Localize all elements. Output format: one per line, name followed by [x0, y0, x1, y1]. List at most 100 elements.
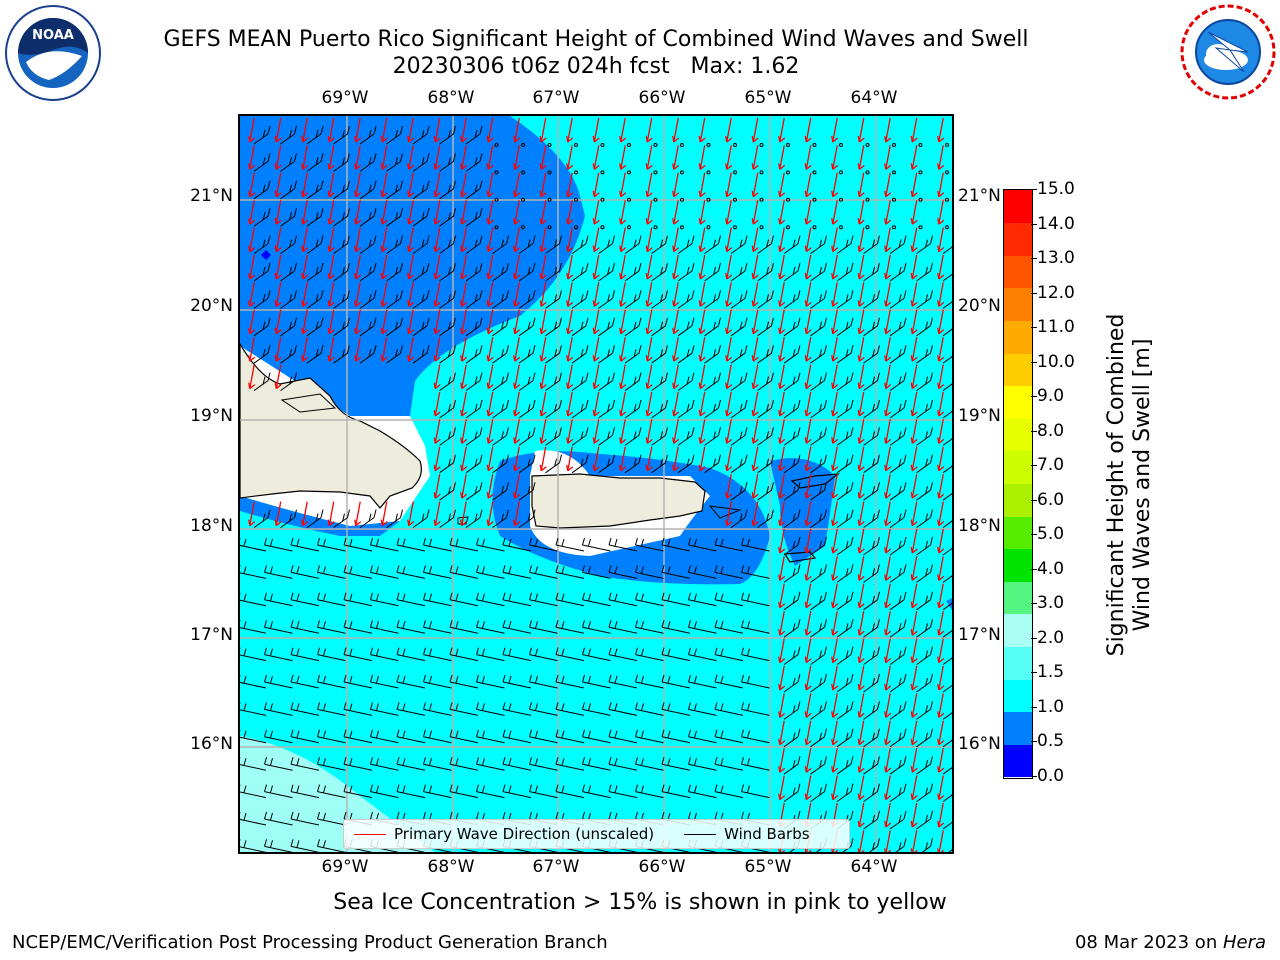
wave-direction-arrow	[645, 446, 653, 472]
wind-barb	[810, 399, 827, 419]
colorbar-tick-label: 10.0	[1031, 351, 1075, 372]
wave-direction-arrow	[327, 172, 335, 198]
wave-direction-arrow	[857, 282, 865, 307]
wind-barb	[677, 317, 695, 337]
wave-direction-arrow	[804, 227, 812, 253]
wind-barb	[598, 317, 615, 337]
wave-direction-arrow	[751, 172, 759, 198]
wave-direction-arrow	[645, 145, 653, 170]
wind-barb	[741, 757, 770, 771]
colorbar-tick-label: 1.5	[1030, 662, 1065, 683]
wind-barb	[810, 701, 827, 720]
wave-direction-arrow	[884, 474, 892, 499]
wind-barb	[757, 290, 774, 309]
wind-barb	[608, 784, 638, 799]
wind-barb	[359, 208, 377, 227]
wind-barb	[253, 290, 271, 309]
wind-barb	[359, 262, 377, 282]
wind-barb	[651, 372, 668, 392]
wave-direction-arrow	[619, 309, 627, 335]
nws-logo	[1178, 2, 1278, 106]
wind-barb	[836, 783, 854, 803]
wave-direction-arrow	[778, 748, 786, 773]
wave-direction-arrow	[672, 145, 680, 170]
wind-barb	[547, 143, 552, 147]
wave-direction-arrow	[248, 145, 256, 170]
wind-barb	[518, 482, 536, 501]
wave-direction-arrow	[513, 474, 521, 499]
wave-direction-arrow	[884, 446, 892, 472]
lat-label-left: 19°N	[190, 406, 233, 426]
wave-direction-arrow	[380, 337, 388, 362]
wave-direction-arrow	[566, 364, 574, 390]
wind-barb	[945, 197, 950, 202]
wind-barb	[359, 345, 377, 364]
wind-barb	[598, 372, 615, 392]
wave-direction-arrow	[831, 391, 839, 417]
wind-barb	[783, 372, 801, 392]
wave-direction-arrow	[751, 200, 759, 225]
wave-direction-arrow	[301, 337, 309, 362]
wind-barb	[863, 701, 880, 720]
wind-barb	[704, 235, 721, 255]
wind-barb	[810, 427, 827, 446]
wind-barb	[627, 143, 632, 147]
wind-barb	[942, 245, 952, 255]
wave-direction-arrow	[619, 227, 627, 253]
wind-barb	[810, 673, 827, 693]
wave-direction-arrow	[486, 254, 494, 280]
wind-barb	[529, 592, 558, 607]
wind-barb	[465, 317, 483, 337]
wind-barb	[942, 409, 952, 419]
wind-barb	[465, 262, 483, 282]
wind-barb	[916, 372, 933, 392]
wind-barb	[529, 647, 558, 662]
wave-direction-arrow	[937, 611, 945, 636]
wind-barb	[280, 262, 297, 282]
wave-direction-arrow	[857, 419, 865, 444]
wind-barb	[598, 235, 615, 255]
wind-barb	[624, 345, 642, 364]
colorbar-tick-label: 3.0	[1030, 593, 1065, 614]
wind-barb	[343, 702, 373, 716]
wind-barb	[333, 262, 350, 282]
wind-barb	[741, 620, 770, 634]
wave-direction-arrow	[619, 117, 627, 143]
wind-barb	[449, 784, 479, 799]
wind-barb	[502, 537, 532, 552]
wave-direction-arrow	[566, 145, 574, 170]
wave-direction-arrow	[539, 254, 547, 280]
wind-barb	[714, 620, 744, 634]
wave-direction-arrow	[751, 117, 759, 143]
wind-barb	[757, 482, 774, 501]
wind-barb	[240, 620, 267, 634]
wave-direction-arrow	[884, 117, 892, 143]
wave-direction-arrow	[619, 446, 627, 472]
wave-direction-arrow	[910, 117, 918, 143]
wave-direction-arrow	[592, 145, 600, 170]
wind-barb	[600, 143, 605, 147]
wind-barb	[889, 591, 907, 611]
wave-direction-arrow	[884, 556, 892, 581]
wave-direction-arrow	[778, 693, 786, 718]
wave-direction-arrow	[778, 117, 786, 143]
wind-barb	[317, 674, 346, 689]
wave-direction-arrow	[778, 583, 786, 609]
lon-label-bottom: 66°W	[638, 857, 686, 877]
wave-direction-arrow	[778, 665, 786, 691]
wave-direction-arrow	[857, 748, 865, 773]
wind-barb	[465, 290, 483, 309]
wind-barb	[412, 290, 430, 309]
wind-barb	[942, 382, 952, 392]
wind-barb	[521, 170, 526, 175]
wind-barb	[783, 454, 801, 474]
wind-barb	[733, 225, 738, 230]
wind-barb	[759, 143, 764, 147]
wave-direction-arrow	[327, 117, 335, 143]
wind-barb	[714, 757, 744, 771]
wave-direction-arrow	[248, 337, 256, 362]
wave-direction-arrow	[460, 364, 468, 390]
wind-barb	[836, 427, 854, 446]
wind-barb	[863, 399, 880, 419]
wind-barb	[280, 290, 297, 309]
